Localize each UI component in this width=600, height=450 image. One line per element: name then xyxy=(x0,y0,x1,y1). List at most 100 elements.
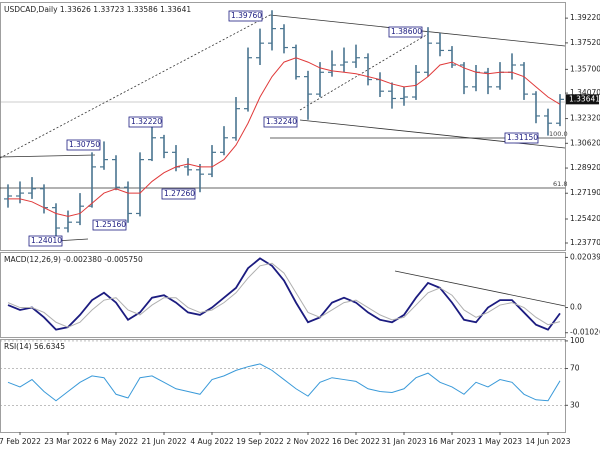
price-pane xyxy=(0,2,566,251)
ohlc-bar xyxy=(160,134,168,159)
annotation: 1.32240 xyxy=(266,117,297,126)
ohlc-bar xyxy=(244,47,252,112)
y-tick-label: -0.01026 xyxy=(570,328,600,337)
macd-trend-line xyxy=(394,270,566,307)
x-tick-label: 6 May 2022 xyxy=(94,437,138,446)
ohlc-bar xyxy=(256,28,264,66)
rsi-pane xyxy=(0,339,566,433)
ohlc-bar xyxy=(376,72,384,98)
ohlc-bar xyxy=(412,65,420,100)
annotation: 1.24010 xyxy=(31,236,62,245)
series-line xyxy=(8,57,561,217)
ohlc-bar xyxy=(76,193,84,226)
annotation: 1.27260 xyxy=(164,189,195,198)
y-tick-label: 70 xyxy=(570,364,580,373)
ohlc-bar xyxy=(304,70,312,120)
price-marker xyxy=(566,94,599,105)
annotation: 1.39760 xyxy=(231,11,262,20)
annotation-box xyxy=(263,116,298,128)
annotation: 61.8 xyxy=(553,180,567,188)
ohlc-bar xyxy=(292,44,300,80)
ohlc-bar xyxy=(436,32,444,57)
ohlc-bar xyxy=(340,47,348,73)
y-tick-label: 1.28920 xyxy=(570,163,600,172)
level-line xyxy=(0,154,96,158)
annotation-box xyxy=(388,26,423,38)
annotation-box xyxy=(28,235,63,247)
ohlc-bar xyxy=(556,94,564,127)
ohlc-bar xyxy=(112,155,120,191)
ohlc-bar xyxy=(544,108,552,136)
ohlc-bar xyxy=(100,141,108,170)
y-tick-label: 100 xyxy=(570,336,585,345)
ohlc-bar xyxy=(220,126,228,156)
annotation-box xyxy=(128,116,163,128)
macd-pane xyxy=(0,252,566,338)
ohlc-bar xyxy=(280,24,288,54)
ohlc-bar xyxy=(388,82,396,109)
x-tick-label: 21 Jun 2022 xyxy=(141,437,186,446)
annotation: 1.30750 xyxy=(69,140,100,149)
pane-title: MACD(12,26,9) -0.002380 -0.005750 xyxy=(4,255,143,264)
annotation-box xyxy=(228,10,263,22)
ohlc-bar xyxy=(16,181,24,204)
ohlc-bar xyxy=(352,44,360,68)
ohlc-bar xyxy=(532,91,540,124)
ohlc-bar xyxy=(424,27,432,77)
x-tick-label: 4 Aug 2022 xyxy=(190,437,233,446)
x-tick-label: 23 Mar 2022 xyxy=(44,437,92,446)
annotation-box xyxy=(66,139,101,151)
series-line xyxy=(7,363,561,402)
x-tick-label: 16 Dec 2022 xyxy=(332,437,380,446)
ohlc-bar xyxy=(328,50,336,77)
ohlc-bar xyxy=(496,62,504,90)
annotation: 1.31150 xyxy=(507,133,538,142)
price-marker-label: 1.33641 xyxy=(569,94,600,103)
annotation: 1.25160 xyxy=(95,220,126,229)
annotation: 1.38600 xyxy=(391,27,422,36)
ohlc-bar xyxy=(184,158,192,176)
ohlc-bar xyxy=(268,10,276,51)
y-tick-label: 1.35700 xyxy=(570,64,600,73)
annotation-box xyxy=(504,132,539,144)
ohlc-bar xyxy=(52,203,60,240)
ohlc-bar xyxy=(208,145,216,178)
ohlc-bar xyxy=(64,210,72,233)
y-tick-label: 30 xyxy=(570,400,580,409)
ohlc-bar xyxy=(472,65,480,92)
trend-line xyxy=(299,33,429,111)
ohlc-bar xyxy=(232,97,240,141)
y-tick-label: 1.23770 xyxy=(570,238,600,247)
x-tick-label: 19 Sep 2022 xyxy=(236,437,284,446)
y-tick-label: 1.30620 xyxy=(570,138,600,147)
x-tick-label: 2 Nov 2022 xyxy=(286,437,329,446)
annotation-box xyxy=(92,219,127,231)
ohlc-bar xyxy=(508,53,516,80)
x-tick-label: 1 May 2023 xyxy=(478,437,522,446)
y-tick-label: 1.32320 xyxy=(570,114,600,123)
x-tick-label: 7 Feb 2022 xyxy=(0,437,41,446)
y-tick-label: 1.27190 xyxy=(570,188,600,197)
series-line xyxy=(7,257,561,331)
trend-line xyxy=(0,14,271,159)
pane-title: USDCAD,Daily 1.33626 1.33723 1.33586 1.3… xyxy=(4,5,191,14)
y-tick-label: 1.39220 xyxy=(570,13,600,22)
ohlc-bar xyxy=(28,177,36,199)
y-tick-label: 1.37520 xyxy=(570,38,600,47)
annotation: 100.0 xyxy=(549,130,568,138)
annotation-box xyxy=(161,188,196,200)
y-tick-label: 0.020399 xyxy=(570,252,600,261)
x-tick-label: 14 Jun 2023 xyxy=(525,437,570,446)
ohlc-bar xyxy=(448,46,456,68)
y-tick-label: 1.25420 xyxy=(570,214,600,223)
ohlc-bar xyxy=(400,86,408,106)
ohlc-bar xyxy=(364,53,372,86)
annotation: 1.32220 xyxy=(131,117,162,126)
y-tick-label: 1.34070 xyxy=(570,88,600,97)
ohlc-bar xyxy=(316,62,324,98)
x-tick-label: 16 Mar 2023 xyxy=(428,437,476,446)
series-line xyxy=(7,262,561,328)
ohlc-bar xyxy=(124,181,132,223)
